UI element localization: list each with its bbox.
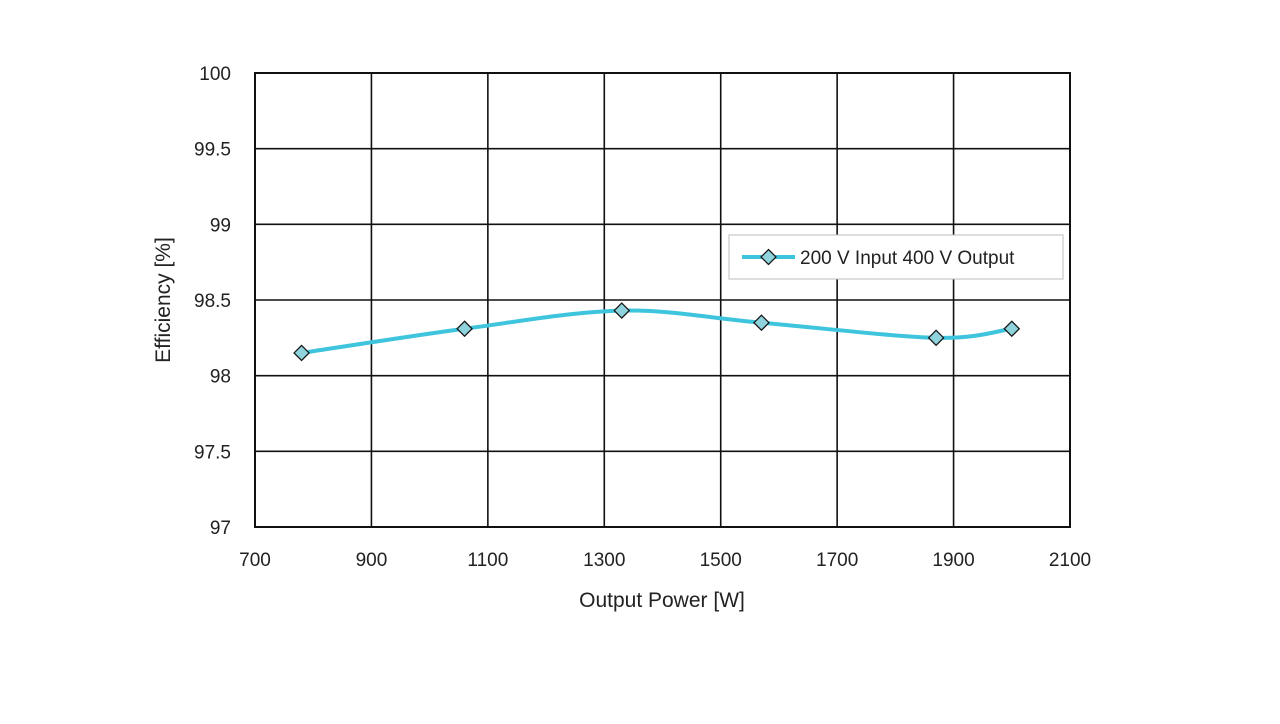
data-point-marker [1003,320,1021,338]
series-layer [293,302,1021,362]
series-line [301,308,1013,355]
data-point-marker [927,329,945,347]
data-point-marker [293,344,310,362]
data-point-marker [753,314,770,332]
y-tick-label: 99 [210,215,231,236]
y-axis-label: Efficiency [%] [152,237,175,363]
legend-diamond-marker [760,248,777,266]
x-tick-label: 900 [356,550,388,571]
x-tick-label: 1900 [932,550,974,571]
legend-entry-label: 200 V Input 400 V Output [800,248,1015,269]
data-point-marker [456,320,473,338]
data-point-marker [613,302,631,320]
x-tick-labels: 700 900 1100 1300 1500 1700 1900 2100 [239,550,1091,571]
x-tick-label: 1700 [816,550,858,571]
x-tick-label: 1300 [583,550,625,571]
x-tick-label: 1500 [700,550,742,571]
y-tick-label: 98 [210,367,231,388]
y-tick-label: 97.5 [194,442,231,463]
y-tick-labels: 97 97.5 98 98.5 99 99.5 100 [194,64,231,539]
grid-layer [255,73,1070,527]
x-tick-label: 700 [239,550,271,571]
legend: 200 V Input 400 V Output [728,234,1064,280]
y-tick-label: 99.5 [194,140,231,161]
y-tick-label: 100 [199,64,231,85]
x-tick-label: 1100 [467,550,508,571]
plot-frame [254,72,1071,528]
x-axis-label: Output Power [W] [579,589,745,612]
y-tick-label: 98.5 [194,291,231,312]
y-tick-label: 97 [210,518,231,539]
x-tick-label: 2100 [1049,550,1091,571]
